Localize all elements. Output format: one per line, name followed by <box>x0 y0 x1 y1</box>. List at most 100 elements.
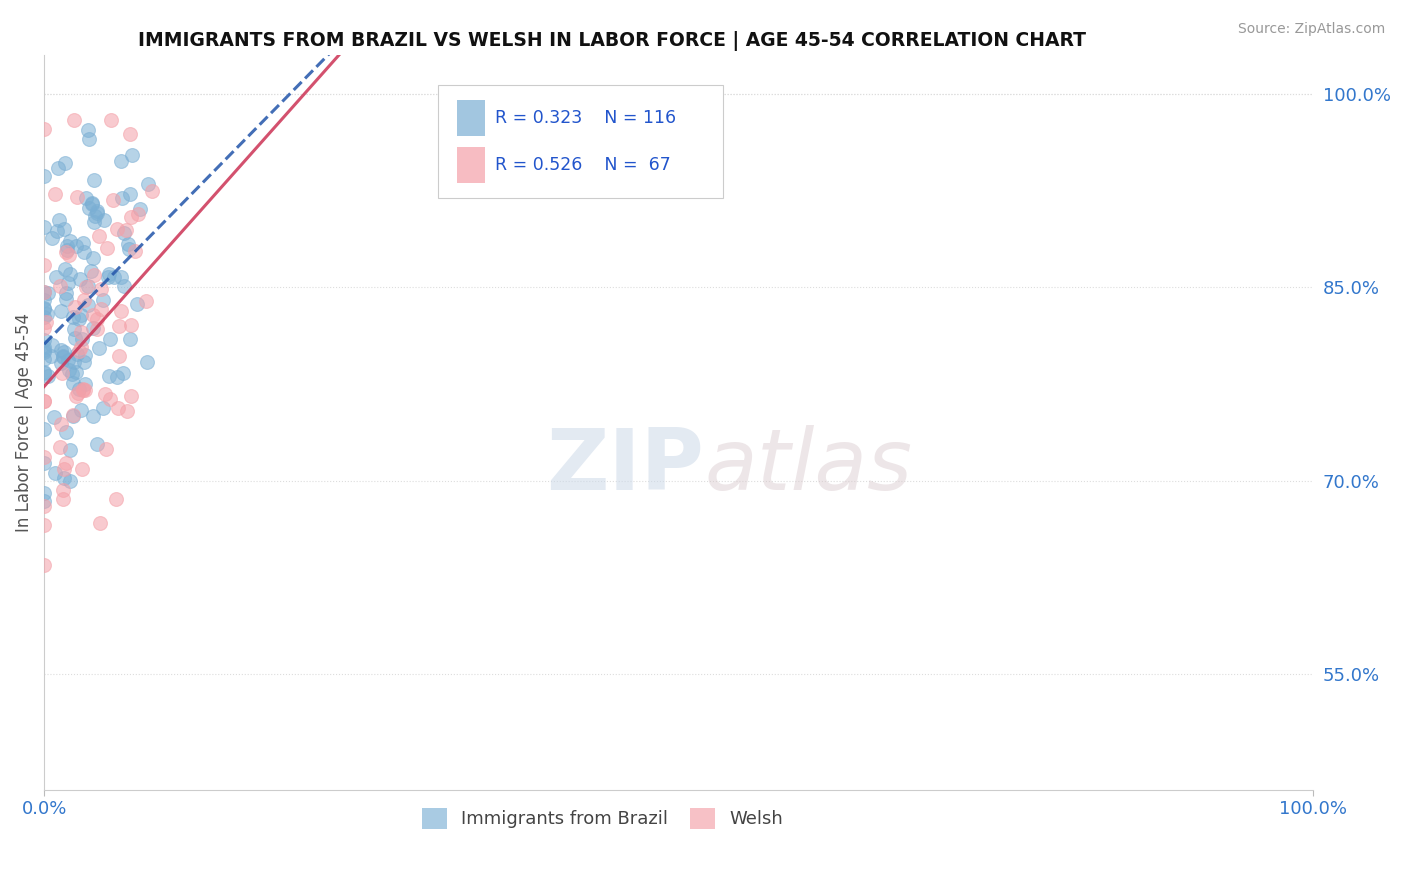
Point <box>49 417 72 432</box>
Point <box>58 248 80 262</box>
Point <box>110 270 132 285</box>
Point <box>51 304 73 318</box>
Point <box>96 241 118 255</box>
Point <box>55 292 77 306</box>
Point <box>86 321 108 335</box>
Point <box>62 409 84 423</box>
Point <box>117 237 139 252</box>
Point <box>91 401 114 416</box>
Point <box>55 425 77 439</box>
Point <box>103 269 125 284</box>
Point <box>80 263 103 277</box>
Point <box>55 456 77 470</box>
Point <box>121 148 143 162</box>
Point <box>90 301 112 316</box>
Point <box>105 222 128 236</box>
Point <box>77 201 100 215</box>
Point <box>62 310 84 324</box>
Point <box>135 293 157 308</box>
Point <box>32 365 55 379</box>
Point <box>77 132 100 146</box>
Point <box>70 462 93 476</box>
Point <box>55 285 77 300</box>
Point <box>110 304 132 318</box>
Point <box>32 367 55 381</box>
Point <box>83 209 105 223</box>
Point <box>32 517 55 532</box>
Point <box>44 409 66 424</box>
Point <box>100 112 122 127</box>
Point <box>118 128 141 142</box>
Point <box>87 229 110 244</box>
Point <box>70 332 93 346</box>
Point <box>32 393 55 408</box>
Point <box>53 221 76 235</box>
Point <box>32 344 55 359</box>
Point <box>49 356 72 370</box>
Point <box>82 321 104 335</box>
Point <box>65 389 87 403</box>
Point <box>120 318 142 332</box>
Point <box>56 239 79 253</box>
Point <box>55 243 77 257</box>
Point <box>83 215 105 229</box>
Point <box>77 298 100 312</box>
Point <box>120 210 142 224</box>
Point <box>45 269 67 284</box>
Point <box>69 308 91 322</box>
Point <box>58 363 80 377</box>
Point <box>82 252 104 266</box>
Point <box>70 341 93 355</box>
Point <box>112 279 135 293</box>
Point <box>73 377 96 392</box>
Point <box>62 112 84 127</box>
Point <box>98 332 121 346</box>
Point <box>89 516 111 530</box>
Point <box>107 401 129 416</box>
Y-axis label: In Labor Force | Age 45-54: In Labor Force | Age 45-54 <box>15 313 32 532</box>
Point <box>86 437 108 451</box>
Point <box>56 352 79 367</box>
Point <box>65 331 87 345</box>
Point <box>82 409 104 423</box>
Point <box>73 293 96 308</box>
Point <box>65 365 87 379</box>
Point <box>73 244 96 259</box>
Text: R = 0.526    N =  67: R = 0.526 N = 67 <box>495 156 671 174</box>
Point <box>90 281 112 295</box>
Point <box>69 271 91 285</box>
Point <box>62 376 84 391</box>
FancyBboxPatch shape <box>437 85 723 198</box>
Point <box>59 442 82 457</box>
Point <box>48 213 70 227</box>
Point <box>72 383 94 397</box>
Point <box>32 343 55 357</box>
Legend: Immigrants from Brazil, Welsh: Immigrants from Brazil, Welsh <box>415 801 790 836</box>
Point <box>104 491 127 506</box>
Point <box>98 267 121 281</box>
Point <box>67 382 90 396</box>
Point <box>89 341 111 355</box>
Point <box>32 456 55 470</box>
Point <box>94 442 117 457</box>
Point <box>32 285 55 299</box>
Point <box>129 202 152 216</box>
Point <box>114 223 136 237</box>
Point <box>52 345 75 359</box>
Point <box>32 169 55 183</box>
Point <box>120 389 142 403</box>
Point <box>120 332 142 346</box>
Point <box>112 226 135 240</box>
Point <box>35 315 58 329</box>
Point <box>32 351 55 366</box>
Text: R = 0.323    N = 116: R = 0.323 N = 116 <box>495 109 676 127</box>
Point <box>136 355 159 369</box>
Point <box>72 236 94 251</box>
Point <box>46 224 69 238</box>
Point <box>32 340 55 354</box>
Point <box>35 307 58 321</box>
Point <box>105 370 128 384</box>
Point <box>37 368 59 383</box>
Point <box>93 212 115 227</box>
Point <box>98 392 121 406</box>
